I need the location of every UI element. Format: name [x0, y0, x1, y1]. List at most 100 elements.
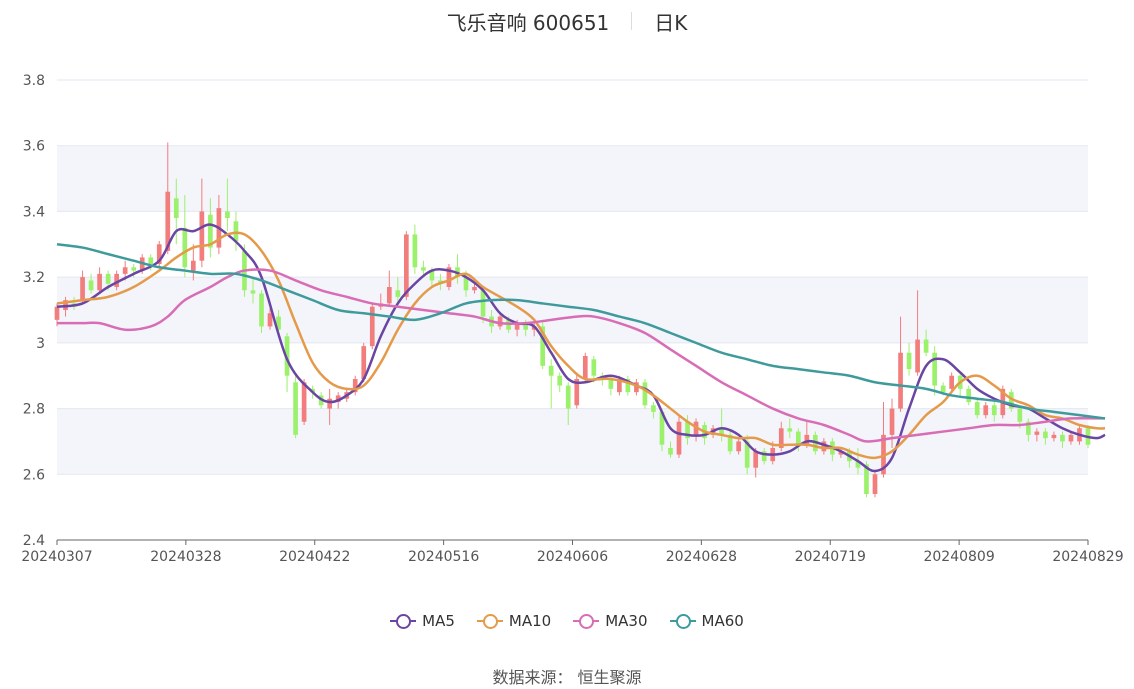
candle[interactable] [838, 448, 844, 458]
candle[interactable] [327, 388, 333, 425]
candle[interactable] [821, 438, 827, 455]
candle[interactable] [114, 270, 119, 291]
legend-item-ma30[interactable]: MA30 [573, 612, 648, 630]
candle-body [361, 346, 367, 379]
y-tick-label: 3 [36, 336, 45, 352]
candle[interactable] [983, 402, 989, 419]
candle[interactable] [642, 379, 648, 409]
candle[interactable] [80, 270, 85, 304]
candle[interactable] [659, 408, 665, 452]
candle[interactable] [97, 267, 102, 294]
candle-body [429, 270, 435, 281]
candle[interactable] [276, 310, 281, 333]
candle[interactable] [651, 402, 656, 419]
candle[interactable] [1051, 431, 1057, 442]
candle-body [276, 316, 281, 330]
candle[interactable] [352, 375, 358, 396]
candle-body [787, 428, 793, 432]
candle-body [1008, 392, 1014, 409]
candle[interactable] [932, 346, 937, 396]
candle[interactable] [173, 178, 179, 245]
candle[interactable] [966, 385, 972, 406]
candle[interactable] [190, 244, 196, 281]
candle[interactable] [1043, 428, 1048, 445]
candle[interactable] [787, 418, 793, 439]
candle-body [156, 244, 162, 264]
candle[interactable] [685, 415, 690, 445]
candle[interactable] [208, 198, 213, 258]
candle[interactable] [421, 260, 426, 278]
legend-item-ma60[interactable]: MA60 [669, 612, 744, 630]
candle[interactable] [259, 290, 264, 333]
candle[interactable] [991, 402, 997, 422]
candle-body [88, 280, 94, 291]
candle[interactable] [1008, 388, 1014, 412]
candle-body [872, 474, 878, 494]
candle-body [966, 388, 972, 402]
candle[interactable] [497, 313, 503, 330]
candle-body [1026, 421, 1031, 435]
candle[interactable] [582, 352, 588, 383]
legend-item-ma10[interactable]: MA10 [476, 612, 551, 630]
candle[interactable] [753, 448, 759, 478]
y-tick-label: 3.8 [23, 73, 45, 89]
candle[interactable] [472, 283, 477, 294]
candle[interactable] [676, 415, 682, 458]
candle[interactable] [761, 448, 767, 465]
kline-chart[interactable]: 2.4 2.6 2.8 3 3.2 3.4 3.6 3.8 20240307 20240328 20… [0, 0, 1134, 600]
candle[interactable] [1026, 418, 1031, 442]
candle[interactable] [412, 224, 418, 274]
candle[interactable] [949, 372, 955, 393]
candle[interactable] [88, 273, 94, 294]
candle[interactable] [974, 398, 980, 419]
candle[interactable] [250, 277, 256, 304]
candle[interactable] [386, 270, 392, 307]
candle[interactable] [165, 142, 171, 255]
candle[interactable] [1068, 431, 1074, 445]
candle[interactable] [872, 471, 878, 498]
candle[interactable] [480, 287, 486, 324]
candle-body [659, 411, 665, 445]
candle-body [122, 267, 128, 274]
candle[interactable] [727, 431, 733, 455]
candle[interactable] [540, 319, 546, 370]
candle[interactable] [778, 421, 784, 452]
candle[interactable] [668, 441, 673, 458]
candle[interactable] [293, 375, 298, 439]
candle[interactable] [548, 359, 554, 409]
candle[interactable] [199, 178, 205, 268]
candle[interactable] [557, 372, 563, 393]
candle[interactable] [395, 277, 401, 304]
candle[interactable] [574, 372, 580, 409]
legend-marker-icon [476, 613, 503, 629]
candle[interactable] [898, 316, 903, 412]
candle[interactable] [156, 241, 162, 268]
candle-body [259, 293, 264, 327]
candle[interactable] [915, 290, 920, 376]
candle[interactable] [889, 398, 895, 448]
candle[interactable] [906, 342, 912, 376]
candle[interactable] [284, 333, 290, 393]
legend-item-ma5[interactable]: MA5 [390, 612, 455, 630]
candle[interactable] [404, 231, 409, 301]
candle[interactable] [1060, 431, 1065, 448]
candle[interactable] [923, 329, 929, 356]
candle-body [676, 421, 682, 455]
plot-band [57, 277, 1088, 343]
ma-line-ma60 [56, 243, 1106, 420]
candle[interactable] [182, 195, 188, 278]
y-tick-label: 3.6 [23, 139, 45, 155]
candle[interactable] [634, 379, 639, 396]
candle[interactable] [625, 375, 631, 396]
candle[interactable] [361, 342, 367, 383]
candle[interactable] [446, 264, 452, 291]
candle[interactable] [369, 303, 375, 350]
candle-body [608, 379, 614, 389]
candle[interactable] [301, 379, 307, 425]
candle[interactable] [1034, 428, 1040, 442]
candle[interactable] [225, 178, 230, 232]
candle[interactable] [565, 382, 571, 425]
candle[interactable] [736, 438, 741, 455]
candle[interactable] [591, 356, 597, 383]
candle[interactable] [233, 211, 239, 251]
